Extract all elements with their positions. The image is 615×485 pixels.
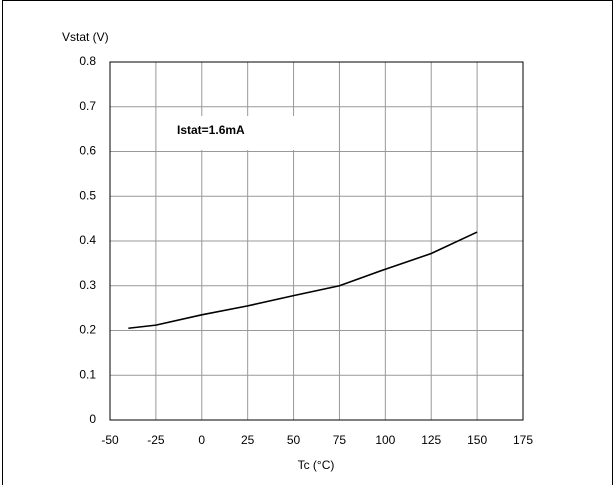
line <box>128 231 478 330</box>
x-tick-label: 100 <box>375 433 395 447</box>
y-tick-label: 0.7 <box>79 99 96 113</box>
annotation-box <box>160 116 296 150</box>
y-tick-label: 0 <box>89 412 96 426</box>
x-tick-label: 150 <box>467 433 487 447</box>
y-axis-label: Vstat (V) <box>62 30 109 44</box>
x-tick-label: 0 <box>198 433 205 447</box>
y-tick-label: 0.8 <box>79 54 96 68</box>
x-tick-label: -25 <box>147 433 165 447</box>
x-tick-label: 25 <box>241 433 255 447</box>
y-tick-label: 0.5 <box>79 188 96 202</box>
x-tick-label: -50 <box>101 433 119 447</box>
x-tick-label: 125 <box>421 433 441 447</box>
x-tick-label: 175 <box>513 433 533 447</box>
y-tick-label: 0.1 <box>79 367 96 381</box>
y-tick-label: 0.3 <box>79 278 96 292</box>
x-tick-label: 50 <box>287 433 301 447</box>
y-tick-label: 0.2 <box>79 323 96 337</box>
x-axis-label: Tc (°C) <box>298 458 335 472</box>
x-tick-label: 75 <box>333 433 347 447</box>
y-tick-label: 0.6 <box>79 144 96 158</box>
annotation: Istat=1.6mA <box>177 123 245 137</box>
y-tick-label: 0.4 <box>79 233 96 247</box>
plot-border <box>109 61 524 421</box>
